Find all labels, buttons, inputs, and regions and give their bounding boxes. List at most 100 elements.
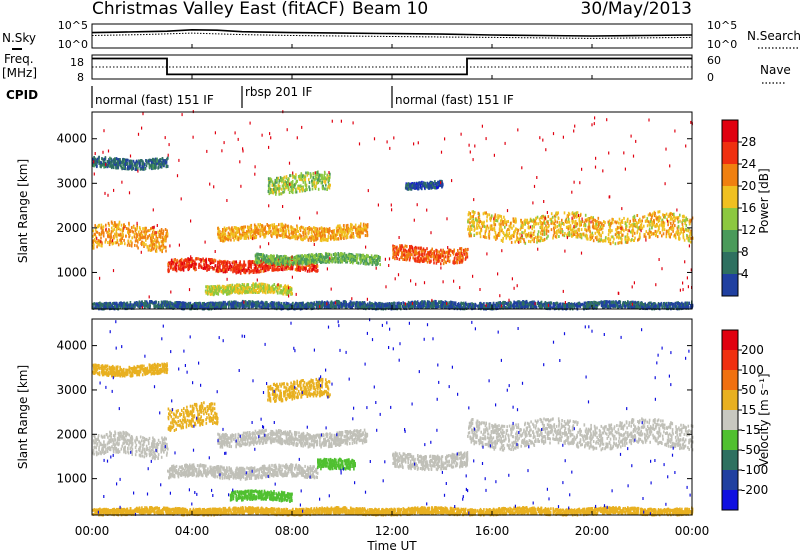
power-cell <box>624 237 626 241</box>
power-cell <box>649 230 652 234</box>
power-cell <box>525 232 528 236</box>
power-cell <box>314 260 317 264</box>
power-cell <box>117 223 120 227</box>
power-cell <box>141 233 144 237</box>
power-cell <box>222 231 225 235</box>
power-cell <box>597 224 600 228</box>
power-cell <box>223 268 225 272</box>
power-cell <box>243 284 246 288</box>
power-cell <box>685 223 688 227</box>
power-cell <box>493 215 496 219</box>
power-cell <box>550 228 553 232</box>
power-cell <box>274 225 276 229</box>
power-cell <box>255 264 257 268</box>
power-cell <box>682 218 684 222</box>
power-cell <box>440 254 443 258</box>
power-cell <box>293 261 295 265</box>
power-cell <box>660 221 663 224</box>
power-cell <box>649 219 652 223</box>
power-cell <box>352 232 355 235</box>
power-cell <box>228 236 230 240</box>
power-cell <box>114 157 116 161</box>
power-cell <box>156 159 159 163</box>
power-cell <box>614 233 617 237</box>
power-cell <box>364 234 367 237</box>
power-cell <box>307 171 309 175</box>
power-cell <box>609 242 612 246</box>
power-cell <box>282 226 285 230</box>
power-cell <box>493 235 495 239</box>
power-cell <box>310 253 313 257</box>
power-cell <box>183 261 186 265</box>
power-cell <box>609 238 612 242</box>
power-cell <box>597 229 600 233</box>
power-cell <box>592 234 594 238</box>
power-cell <box>580 236 583 240</box>
power-cell <box>576 234 579 238</box>
power-cell <box>236 284 238 288</box>
power-cell <box>124 225 126 228</box>
power-cell <box>320 235 322 239</box>
power-cell <box>274 260 277 264</box>
power-cell <box>251 288 253 292</box>
power-cell <box>92 229 95 233</box>
power-cell <box>117 163 120 167</box>
power-cell <box>339 224 341 228</box>
power-cell <box>174 268 177 272</box>
power-cell <box>222 239 224 243</box>
power-cell <box>273 264 276 268</box>
power-cell <box>322 177 324 181</box>
power-cell <box>272 288 275 291</box>
power-cell <box>683 215 685 219</box>
power-cell <box>255 289 257 293</box>
power-cell <box>521 231 523 235</box>
power-cell <box>643 233 646 236</box>
power-cell <box>395 255 397 258</box>
power-cell <box>165 160 168 164</box>
power-cell <box>282 190 284 194</box>
power-cell <box>195 262 198 266</box>
power-cell <box>566 234 569 238</box>
power-cell <box>536 215 539 219</box>
power-cell <box>550 219 553 223</box>
power-cell <box>663 215 665 219</box>
power-cell <box>446 250 448 254</box>
power-cell <box>609 223 612 227</box>
power-cell <box>145 159 148 163</box>
power-cell <box>407 248 410 252</box>
power-cell <box>221 260 224 264</box>
power-cell <box>362 224 365 228</box>
power-cell <box>313 236 315 240</box>
power-cell <box>308 178 310 182</box>
power-cell <box>313 265 315 269</box>
power-cell <box>444 251 447 255</box>
power-cell <box>115 157 118 161</box>
power-cell <box>140 242 142 246</box>
power-cell <box>240 287 243 291</box>
power-cell <box>94 233 96 237</box>
power-cell <box>551 215 554 219</box>
power-cell <box>393 247 395 251</box>
power-cell <box>459 251 461 255</box>
power-cell <box>280 284 282 288</box>
power-cell <box>467 220 469 224</box>
power-cell <box>239 266 242 270</box>
power-cell <box>285 175 288 179</box>
power-cell <box>671 224 674 228</box>
power-cell <box>328 174 330 178</box>
power-cell <box>520 218 522 222</box>
power-cell <box>119 238 121 242</box>
power-cell <box>139 159 142 163</box>
power-cell <box>199 264 202 268</box>
power-cell <box>243 267 245 271</box>
power-cell <box>634 236 636 240</box>
power-cell <box>255 235 257 239</box>
power-cell <box>260 232 262 236</box>
power-cell <box>236 264 238 268</box>
power-cell <box>362 257 365 261</box>
power-cell <box>252 234 255 238</box>
power-cell <box>152 236 154 240</box>
power-cell <box>209 261 212 264</box>
power-cell <box>540 237 543 240</box>
power-cell <box>316 237 319 241</box>
